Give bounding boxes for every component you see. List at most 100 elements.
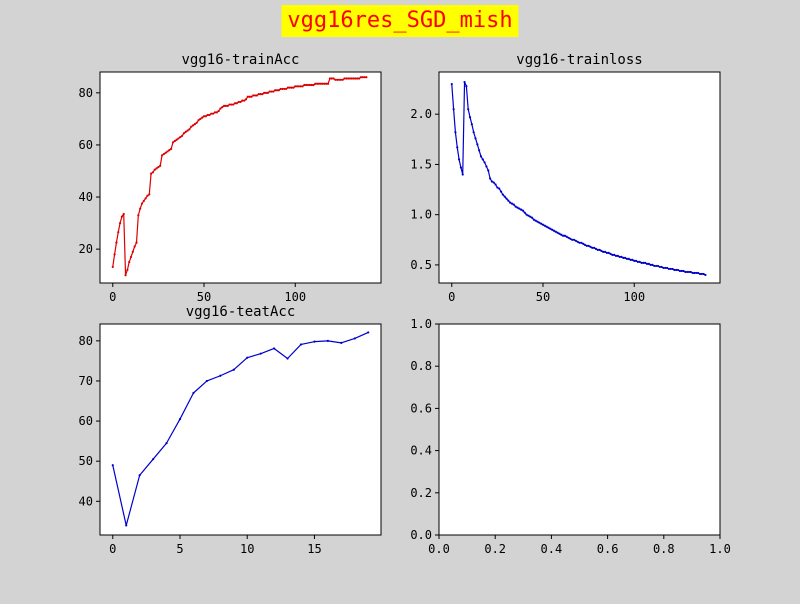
data-point	[609, 252, 612, 255]
data-point	[135, 241, 138, 244]
data-point	[640, 261, 643, 264]
data-point	[645, 262, 649, 266]
data-point	[494, 183, 497, 186]
x-tick-label: 10	[240, 542, 254, 556]
data-point	[303, 83, 306, 87]
data-point	[492, 181, 495, 184]
data-point	[483, 161, 486, 164]
data-point	[170, 147, 173, 150]
data-point	[571, 238, 574, 241]
data-point	[321, 82, 324, 85]
data-point	[178, 417, 182, 421]
data-point	[129, 255, 133, 259]
data-point	[299, 343, 303, 346]
data-point	[345, 77, 348, 80]
x-tick-label: 50	[197, 290, 211, 304]
data-point	[583, 243, 587, 246]
data-point	[365, 76, 368, 79]
data-point	[563, 234, 567, 237]
data-point	[233, 102, 237, 105]
data-point	[144, 197, 147, 200]
data-point	[336, 78, 339, 81]
data-point	[241, 99, 244, 102]
data-point	[700, 272, 703, 276]
data-point	[232, 368, 235, 371]
data-point	[353, 337, 356, 340]
y-tick-label: 80	[79, 86, 93, 100]
data-point	[286, 86, 290, 89]
x-tick-label: 0	[109, 542, 116, 556]
data-point	[479, 155, 483, 158]
data-point	[188, 128, 191, 131]
data-point	[270, 90, 273, 93]
data-point	[248, 95, 251, 98]
data-point	[472, 131, 475, 134]
x-tick-label: 0.2	[484, 542, 506, 556]
data-point	[224, 104, 227, 107]
data-point	[339, 78, 342, 81]
data-point	[558, 232, 561, 235]
data-point	[246, 356, 249, 359]
x-tick-label: 0.6	[597, 542, 619, 556]
data-point	[660, 265, 663, 269]
data-point	[578, 241, 581, 244]
data-point	[603, 250, 607, 253]
figure-title: vgg16res_SGD_mish	[281, 5, 519, 37]
data-point	[669, 267, 672, 271]
y-tick-label: 40	[79, 494, 93, 508]
data-point	[118, 221, 122, 225]
data-point	[128, 261, 131, 264]
data-point	[605, 251, 608, 254]
data-point	[359, 76, 363, 79]
data-point	[263, 91, 266, 94]
data-point	[305, 83, 308, 87]
data-point	[647, 262, 650, 266]
data-point	[252, 94, 255, 97]
data-point	[149, 172, 153, 175]
data-point	[166, 150, 169, 153]
axes-frame	[438, 71, 721, 284]
data-point	[658, 265, 661, 269]
data-point	[259, 93, 262, 96]
data-point	[501, 193, 504, 196]
y-tick-label: 50	[79, 454, 93, 468]
axes-frame	[438, 323, 721, 536]
data-point	[139, 207, 142, 210]
data-point	[629, 258, 632, 261]
data-point	[301, 85, 304, 88]
data-point	[580, 241, 583, 244]
data-point	[111, 464, 114, 467]
data-point	[516, 206, 519, 209]
data-point	[330, 77, 333, 80]
data-point	[153, 168, 156, 171]
data-point	[334, 78, 337, 81]
data-point	[527, 214, 530, 217]
data-point	[191, 124, 195, 127]
data-point	[184, 130, 187, 134]
data-point	[572, 238, 576, 241]
data-point	[656, 264, 660, 268]
data-point	[697, 271, 700, 275]
data-point	[272, 90, 275, 93]
data-point	[295, 85, 299, 88]
y-tick-label: 0.6	[410, 401, 432, 415]
data-point	[201, 116, 204, 119]
data-point	[181, 134, 184, 137]
data-point	[230, 103, 233, 106]
data-point	[540, 222, 543, 225]
data-point	[197, 119, 200, 122]
data-point	[115, 241, 118, 244]
data-point	[530, 216, 534, 219]
data-point	[678, 269, 681, 273]
data-point	[235, 102, 238, 105]
data-point	[622, 256, 625, 259]
data-point	[487, 169, 490, 172]
data-point	[521, 209, 525, 212]
data-point	[152, 458, 155, 461]
data-point	[297, 85, 300, 88]
data-point	[239, 100, 242, 104]
data-point	[474, 137, 477, 140]
data-point	[221, 106, 224, 109]
y-tick-label: 0.2	[410, 486, 432, 500]
